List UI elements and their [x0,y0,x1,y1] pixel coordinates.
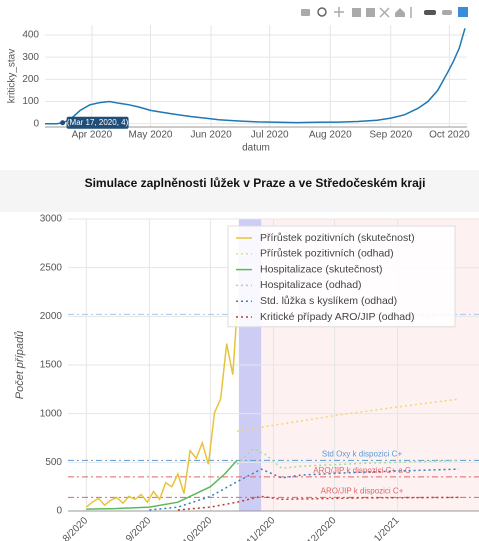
series-line [85,313,238,508]
hover-compare-icon[interactable] [442,10,452,15]
y-axis-title: Počet případů [14,331,26,400]
legend-label: Přírůstek pozitivních (odhad) [260,248,394,260]
series-line [45,28,466,125]
legend-label: Std. lůžka s kyslíkem (odhad) [260,295,397,307]
x-tick-label: 12/2020 [305,515,339,541]
y-tick-label: 200 [22,74,39,85]
zoom-in-icon[interactable] [352,8,361,17]
y-tick-label: 1500 [40,360,63,371]
annotation-box [66,116,129,129]
camera-icon[interactable] [301,9,310,16]
x-tick-label: Jul 2020 [251,130,289,141]
toolbar [301,7,468,18]
threshold-label: ARO/JIP k dispozici C+ a C [313,466,411,475]
autoscale-icon[interactable] [379,7,390,18]
legend-label: Přírůstek pozitivních (skutečnost) [260,232,415,244]
y-tick-label: 2000 [40,311,63,322]
legend-label: Kritické případy ARO/JIP (odhad) [260,311,414,323]
x-tick-label: Apr 2020 [72,130,113,141]
annotation-point [60,120,66,126]
home-icon[interactable] [395,8,405,17]
x-tick-label: 11/2020 [245,515,278,541]
x-tick-label: Jun 2020 [190,130,232,141]
chart-title: Simulace zaplněnosti lůžek v Praze a ve … [85,176,426,190]
x-tick-label: Oct 2020 [429,130,470,141]
title-bar [0,170,479,212]
annotation-text: (Mar 17, 2020, 4) [67,118,129,127]
legend-label: Hospitalizace (odhad) [260,279,362,291]
zoom-out-icon[interactable] [366,8,375,17]
series-line [177,495,459,511]
hover-closest-icon[interactable] [424,10,436,15]
x-tick-label: May 2020 [129,130,173,141]
y-tick-label: 0 [56,506,62,517]
x-tick-label: 1/2021 [372,515,402,541]
y-tick-label: 3000 [40,214,63,225]
series-line [149,468,459,511]
pan-icon[interactable] [334,7,344,17]
y-tick-label: 400 [22,30,39,41]
y-tick-label: 500 [45,457,62,468]
x-tick-label: 8/2020 [61,515,91,541]
y-tick-label: 0 [33,118,39,129]
threshold-label: Std Oxy k dispozici C+ [322,449,403,458]
x-axis-title: datum [242,143,270,154]
y-tick-label: 100 [22,96,39,107]
series-line [86,459,238,510]
x-tick-label: Sep 2020 [369,130,412,141]
legend-box [227,225,456,328]
x-tick-label: Aug 2020 [309,130,352,141]
x-tick-label: 10/2020 [181,515,215,541]
plotly-logo[interactable] [458,7,468,17]
zoom-icon[interactable] [317,7,327,17]
threshold-label: ARO/JIP k dispozici C+ [321,486,404,495]
series-line [236,447,459,469]
y-tick-label: 2500 [40,262,63,273]
y-tick-label: 300 [22,52,39,63]
x-tick-label: 9/2020 [124,515,154,541]
y-tick-label: 1000 [40,408,63,419]
y-axis-title: kriticky_stav [7,49,18,103]
legend-label: Hospitalizace (skutečnost) [260,263,383,275]
